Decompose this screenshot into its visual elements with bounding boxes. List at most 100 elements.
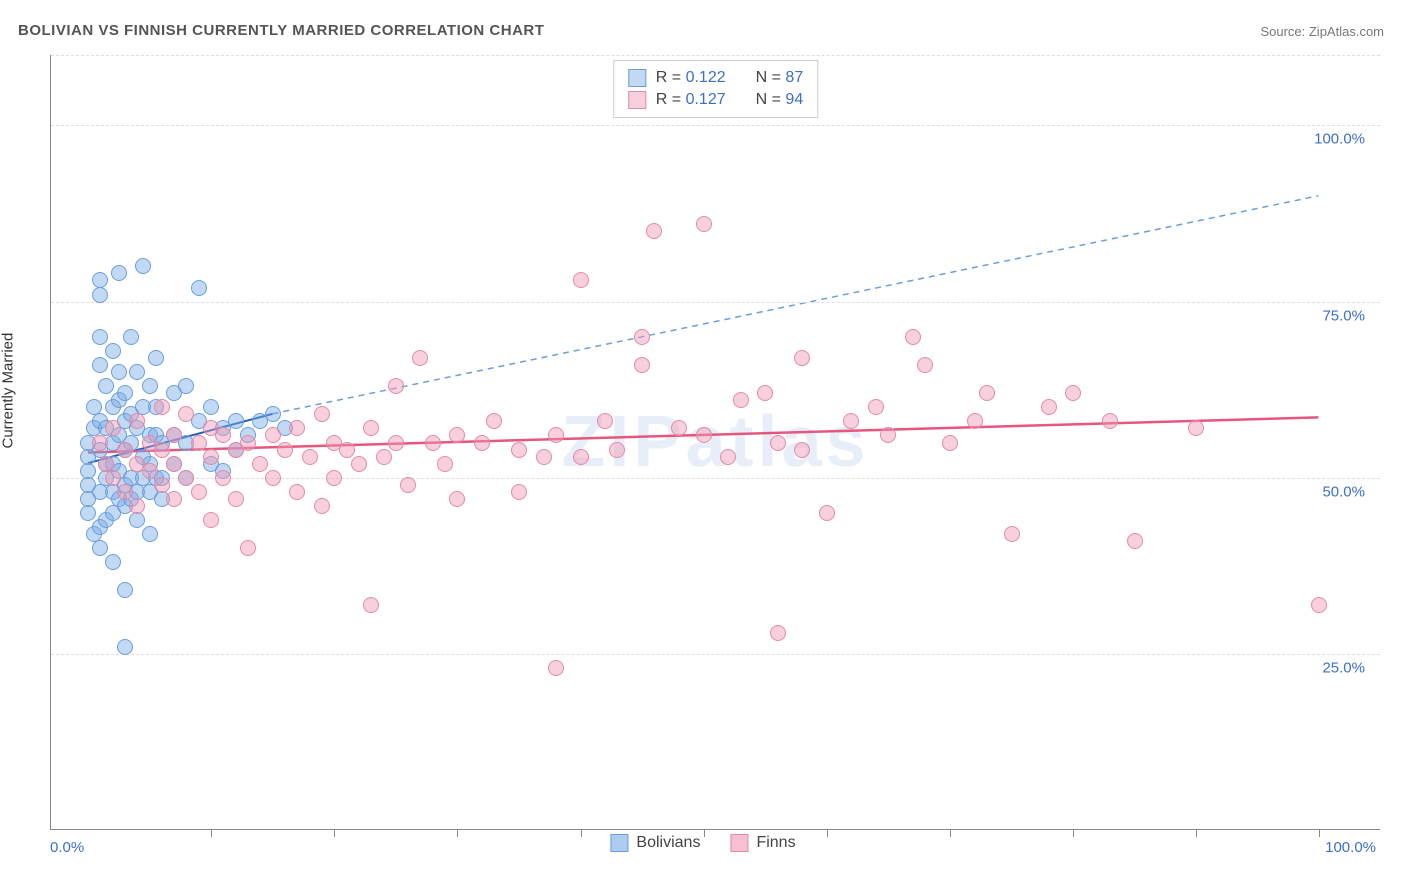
scatter-point bbox=[511, 484, 527, 500]
legend-label: Finns bbox=[756, 834, 795, 852]
scatter-point bbox=[634, 357, 650, 373]
scatter-point bbox=[905, 329, 921, 345]
legend-swatch bbox=[628, 69, 646, 87]
scatter-point bbox=[92, 540, 108, 556]
scatter-point bbox=[289, 420, 305, 436]
scatter-point bbox=[142, 463, 158, 479]
scatter-point bbox=[376, 449, 392, 465]
scatter-point bbox=[696, 427, 712, 443]
scatter-point bbox=[757, 385, 773, 401]
x-tick bbox=[1196, 829, 1197, 837]
scatter-point bbox=[105, 470, 121, 486]
scatter-point bbox=[252, 456, 268, 472]
y-tick-label: 50.0% bbox=[1322, 483, 1365, 500]
chart-title: BOLIVIAN VS FINNISH CURRENTLY MARRIED CO… bbox=[18, 22, 544, 39]
scatter-point bbox=[400, 477, 416, 493]
scatter-point bbox=[302, 449, 318, 465]
scatter-point bbox=[425, 435, 441, 451]
scatter-point bbox=[178, 406, 194, 422]
gridline bbox=[51, 125, 1380, 126]
scatter-point bbox=[1127, 533, 1143, 549]
x-tick bbox=[1073, 829, 1074, 837]
legend-item: Finns bbox=[730, 834, 795, 852]
scatter-point bbox=[166, 427, 182, 443]
scatter-point bbox=[277, 442, 293, 458]
scatter-point bbox=[548, 660, 564, 676]
scatter-point bbox=[166, 491, 182, 507]
scatter-point bbox=[412, 350, 428, 366]
x-tick bbox=[334, 829, 335, 837]
legend-row: R = 0.127N = 94 bbox=[628, 89, 803, 111]
scatter-point bbox=[166, 456, 182, 472]
scatter-point bbox=[733, 392, 749, 408]
scatter-point bbox=[129, 512, 145, 528]
scatter-point bbox=[117, 484, 133, 500]
gridline bbox=[51, 654, 1380, 655]
y-tick-label: 25.0% bbox=[1322, 659, 1365, 676]
scatter-point bbox=[203, 399, 219, 415]
scatter-point bbox=[437, 456, 453, 472]
scatter-point bbox=[117, 582, 133, 598]
legend-label: Bolivians bbox=[636, 834, 700, 852]
scatter-point bbox=[240, 540, 256, 556]
scatter-point bbox=[105, 420, 121, 436]
legend-top: R = 0.122 N = 87 R = 0.127N = 94 bbox=[613, 60, 818, 118]
scatter-point bbox=[191, 484, 207, 500]
scatter-point bbox=[191, 280, 207, 296]
scatter-point bbox=[92, 435, 108, 451]
scatter-point bbox=[203, 449, 219, 465]
scatter-point bbox=[449, 491, 465, 507]
scatter-point bbox=[326, 470, 342, 486]
scatter-point bbox=[720, 449, 736, 465]
scatter-point bbox=[154, 477, 170, 493]
x-tick bbox=[1319, 829, 1320, 837]
x-tick bbox=[457, 829, 458, 837]
scatter-point bbox=[203, 512, 219, 528]
scatter-point bbox=[1004, 526, 1020, 542]
scatter-point bbox=[105, 554, 121, 570]
gridline bbox=[51, 55, 1380, 56]
scatter-point bbox=[573, 449, 589, 465]
scatter-point bbox=[98, 378, 114, 394]
scatter-point bbox=[117, 385, 133, 401]
scatter-point bbox=[215, 427, 231, 443]
x-axis-max-label: 100.0% bbox=[1325, 839, 1376, 856]
legend-r-label: R = 0.122 bbox=[656, 69, 726, 87]
scatter-point bbox=[979, 385, 995, 401]
scatter-point bbox=[474, 435, 490, 451]
legend-n-label: N = 87 bbox=[756, 69, 804, 87]
scatter-point bbox=[671, 420, 687, 436]
scatter-point bbox=[228, 491, 244, 507]
scatter-point bbox=[314, 498, 330, 514]
scatter-point bbox=[339, 442, 355, 458]
scatter-point bbox=[117, 639, 133, 655]
scatter-point bbox=[142, 378, 158, 394]
scatter-point bbox=[1311, 597, 1327, 613]
scatter-point bbox=[129, 413, 145, 429]
scatter-point bbox=[868, 399, 884, 415]
scatter-point bbox=[178, 470, 194, 486]
trend-line-dashed bbox=[273, 196, 1319, 414]
legend-swatch bbox=[610, 834, 628, 852]
scatter-point bbox=[573, 272, 589, 288]
x-tick bbox=[211, 829, 212, 837]
scatter-point bbox=[880, 427, 896, 443]
scatter-point bbox=[917, 357, 933, 373]
x-tick bbox=[827, 829, 828, 837]
scatter-point bbox=[351, 456, 367, 472]
scatter-point bbox=[634, 329, 650, 345]
scatter-point bbox=[105, 343, 121, 359]
scatter-point bbox=[449, 427, 465, 443]
scatter-plot: ZIPatlas R = 0.122N = 87R = 0.127N = 94 … bbox=[50, 55, 1380, 830]
scatter-point bbox=[843, 413, 859, 429]
scatter-point bbox=[548, 427, 564, 443]
scatter-point bbox=[240, 435, 256, 451]
scatter-point bbox=[314, 406, 330, 422]
legend-bottom: Bolivians Finns bbox=[610, 834, 795, 852]
scatter-point bbox=[794, 442, 810, 458]
scatter-point bbox=[178, 378, 194, 394]
scatter-point bbox=[696, 216, 712, 232]
scatter-point bbox=[265, 406, 281, 422]
scatter-point bbox=[1188, 420, 1204, 436]
scatter-point bbox=[1041, 399, 1057, 415]
